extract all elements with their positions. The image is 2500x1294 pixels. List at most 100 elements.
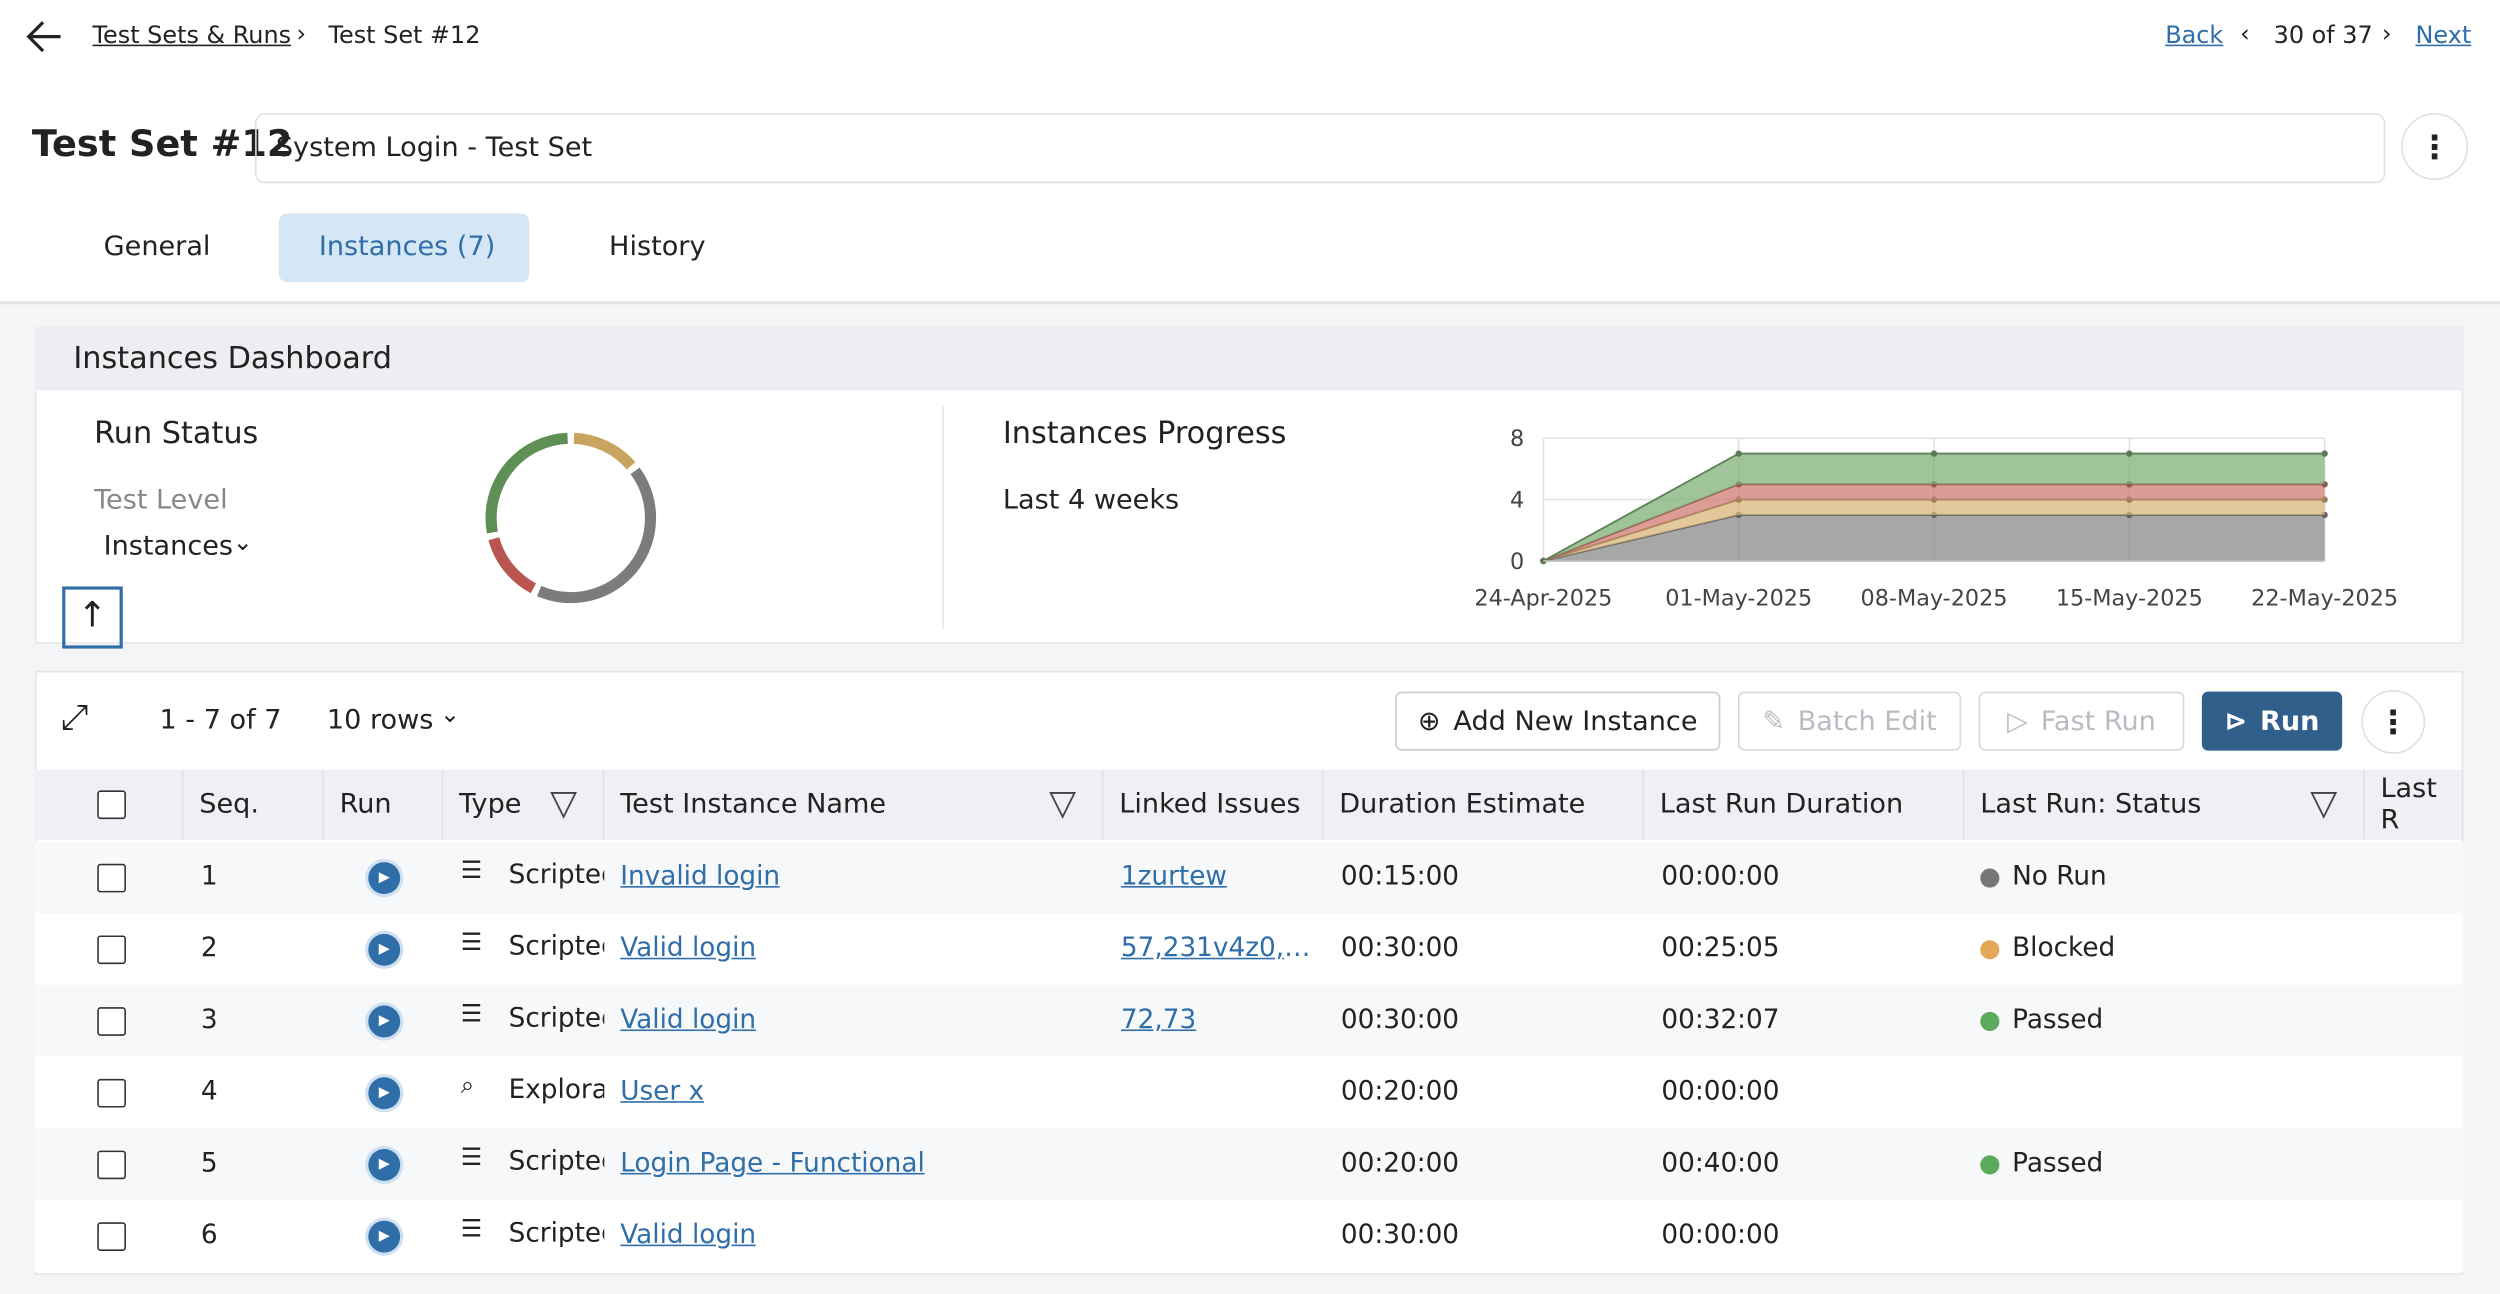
- title-label: Test Set #12: [31, 124, 293, 166]
- seq: 3: [200, 1003, 218, 1035]
- duration-estimate: 00:30:00: [1340, 932, 1460, 963]
- header-cell: Last Run Duration: [1644, 769, 1965, 840]
- progress-title: Instances Progress: [1002, 415, 1287, 451]
- instance-link[interactable]: User x: [620, 1075, 705, 1106]
- duration-estimate: 00:20:00: [1340, 1075, 1460, 1106]
- label: Fast Run: [2040, 705, 2156, 738]
- rows-select[interactable]: 10 rows: [326, 704, 434, 737]
- donut-segment: [485, 432, 568, 534]
- expand-icon[interactable]: ⤢: [60, 697, 89, 738]
- duration-estimate: 00:30:00: [1340, 1003, 1460, 1035]
- run-button[interactable]: ⊳ Run: [2201, 691, 2343, 751]
- filter-icon[interactable]: ▽: [550, 784, 578, 824]
- header-cell: [35, 769, 184, 840]
- instance-link[interactable]: Valid login: [620, 932, 757, 963]
- checkbox[interactable]: [97, 1222, 126, 1251]
- range: 1 - 7 of 7: [159, 704, 282, 737]
- run-icon[interactable]: ▶: [368, 933, 401, 966]
- y-tick-label: 8: [1510, 426, 1524, 452]
- donut-segment: [536, 467, 657, 604]
- filter-icon[interactable]: ▽: [2310, 784, 2338, 824]
- checkbox[interactable]: [97, 1007, 126, 1036]
- table-header: [35, 769, 2464, 840]
- row: [35, 1128, 2464, 1200]
- status: Blocked: [2012, 932, 2116, 963]
- divider: [942, 406, 944, 630]
- type-icon: ☰: [460, 927, 483, 957]
- area: [1543, 499, 2325, 561]
- checkbox[interactable]: [97, 790, 126, 820]
- name-value: System Login - Test Set: [275, 132, 593, 165]
- issue-link[interactable]: 1zurtew: [1120, 860, 1227, 891]
- checkbox[interactable]: [97, 1150, 126, 1180]
- type-icon: ☰: [460, 855, 483, 885]
- header-cell: Test Instance Name: [604, 769, 1104, 840]
- breadcrumb-link[interactable]: Test Sets & Runs: [92, 20, 292, 50]
- type-icon: ☰: [460, 999, 483, 1028]
- checkbox[interactable]: [97, 935, 126, 965]
- run-icon[interactable]: ▶: [368, 1077, 401, 1110]
- tab-active[interactable]: Instances (7): [279, 213, 530, 283]
- label: Add New Instance: [1453, 705, 1698, 738]
- instance-link[interactable]: Invalid login: [620, 860, 781, 891]
- more-button[interactable]: ⋮: [2401, 113, 2469, 181]
- area: [1543, 514, 2325, 561]
- level-select[interactable]: Instances: [103, 530, 234, 563]
- batch-button[interactable]: ✎ Batch Edit: [1737, 691, 1962, 751]
- add-button[interactable]: ⊕ Add New Instance: [1395, 691, 1721, 751]
- icon: ▷: [2007, 705, 2029, 738]
- fast-run-button[interactable]: ▷ Fast Run: [1978, 691, 2185, 751]
- issue-link[interactable]: 72,73: [1120, 1003, 1197, 1035]
- icon: ⊕: [1417, 705, 1441, 738]
- next-icon[interactable]: ›: [2382, 19, 2392, 48]
- run-icon[interactable]: ▶: [368, 1148, 401, 1181]
- last-run-duration: 00:40:00: [1661, 1147, 1780, 1178]
- y-tick-label: 4: [1510, 488, 1524, 514]
- more-button[interactable]: ⋮: [2361, 690, 2426, 754]
- run-icon[interactable]: ▶: [368, 1005, 401, 1038]
- name-input[interactable]: System Login - Test Set: [255, 113, 2386, 184]
- instance-link[interactable]: Valid login: [620, 1003, 757, 1035]
- filter-icon[interactable]: ▽: [1049, 784, 1077, 824]
- status: No Run: [2012, 860, 2107, 891]
- position: 30 of 37: [2273, 20, 2373, 50]
- checkbox[interactable]: [97, 863, 126, 893]
- point: [1540, 557, 1547, 565]
- next-link[interactable]: Next: [2415, 20, 2472, 50]
- type: Scripted: [508, 930, 605, 961]
- type: Exploratory: [508, 1074, 605, 1105]
- label: Run: [2260, 705, 2320, 738]
- point: [1735, 450, 1742, 457]
- scroll-up[interactable]: ↑: [62, 586, 123, 649]
- header-cell: Type: [443, 769, 605, 840]
- area-chart: 0 4 8 24-Apr-2025 01-May-2025 08-May-2025 15-M…: [1474, 426, 2398, 612]
- prev[interactable]: ‹: [2240, 19, 2250, 48]
- checkbox[interactable]: [97, 1078, 126, 1108]
- progress-subtitle: Last 4 weeks: [1002, 484, 1180, 517]
- type: Scripted: [508, 1002, 605, 1033]
- instance-link[interactable]: Valid login: [620, 1219, 757, 1250]
- header-cell: Linked Issues: [1103, 769, 1324, 840]
- dashboard-title: Instances Dashboard: [73, 341, 392, 377]
- duration-estimate: 00:20:00: [1340, 1147, 1460, 1178]
- issue-link[interactable]: 57,231v4z0,29...: [1120, 932, 1312, 963]
- run-icon[interactable]: ▶: [368, 862, 401, 895]
- run-status-title: Run Status: [94, 415, 259, 451]
- back-arrow[interactable]: [26, 18, 64, 56]
- tab[interactable]: History: [609, 231, 706, 263]
- duration-estimate: 00:15:00: [1340, 860, 1460, 891]
- tab-label: Instances (7): [318, 231, 496, 263]
- instance-link[interactable]: Login Page - Functional: [620, 1147, 925, 1178]
- row: [35, 913, 2464, 985]
- seq: 2: [200, 932, 218, 963]
- tab[interactable]: General: [103, 231, 211, 263]
- back-link[interactable]: Back: [2165, 20, 2224, 50]
- type-icon: ☰: [460, 1214, 483, 1244]
- run-icon[interactable]: ▶: [368, 1220, 401, 1253]
- row: [35, 1056, 2464, 1129]
- chevron: ⌄: [232, 527, 253, 557]
- x-tick-label: 08-May-2025: [1861, 586, 2008, 612]
- status-dot: [1980, 1155, 2000, 1175]
- x-tick-label: 22-May-2025: [2251, 586, 2398, 612]
